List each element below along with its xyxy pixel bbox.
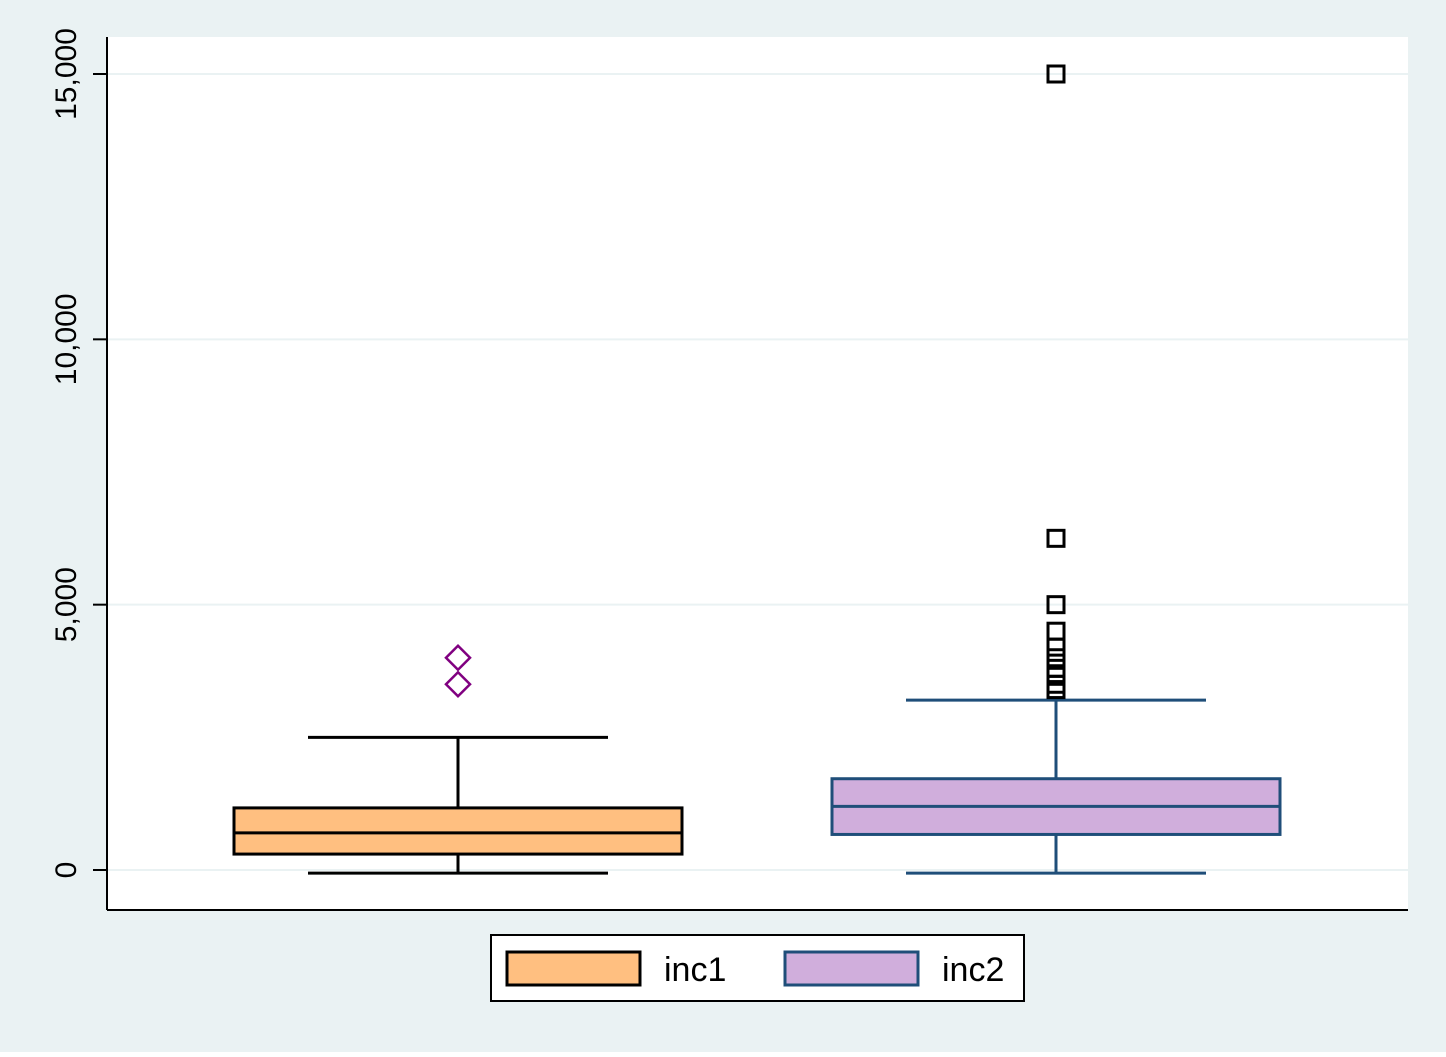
legend-label-inc1: inc1 xyxy=(664,951,726,989)
boxes xyxy=(232,64,1282,875)
legend: inc1 inc2 xyxy=(490,934,1025,1002)
box-inc1 xyxy=(232,643,684,875)
outlier-point xyxy=(1046,528,1066,548)
y-tick-label: 5,000 xyxy=(50,567,83,642)
y-tick-label: 15,000 xyxy=(50,28,83,120)
outlier-point xyxy=(1046,658,1066,678)
y-tick-label: 10,000 xyxy=(50,293,83,385)
outlier-point xyxy=(444,670,472,699)
legend-label-inc2: inc2 xyxy=(942,951,1004,989)
outlier-point xyxy=(1046,64,1066,84)
outlier-point xyxy=(1046,648,1066,668)
axes: 0 5,000 10,000 15,000 xyxy=(50,28,1408,911)
outlier-point xyxy=(444,643,472,672)
iqr-box xyxy=(232,806,684,856)
gridlines xyxy=(107,73,1408,871)
legend-swatch-inc2 xyxy=(783,950,920,987)
outlier-point xyxy=(1046,595,1066,615)
plot-area xyxy=(107,37,1408,910)
box-inc2 xyxy=(830,64,1282,875)
y-tick-label: 0 xyxy=(50,862,83,879)
outlier-point xyxy=(1046,621,1066,641)
legend-swatch-inc1 xyxy=(505,950,642,987)
